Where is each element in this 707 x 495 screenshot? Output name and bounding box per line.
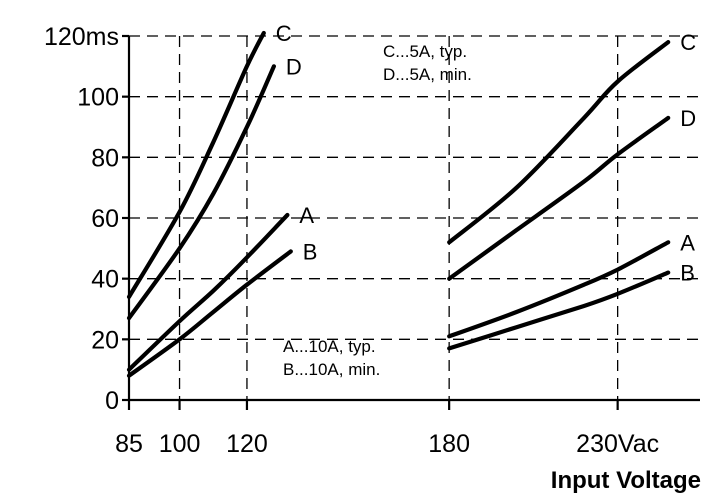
series-b-line-1 bbox=[126, 249, 293, 378]
series-d-line-2 bbox=[447, 115, 671, 281]
legend-note-d: D...5A, min. bbox=[383, 65, 472, 84]
series-a-label-1: A bbox=[299, 203, 314, 228]
series-c-line-1 bbox=[126, 30, 266, 299]
y-tick-label-80: 80 bbox=[91, 144, 119, 172]
y-tick-label-120: 120ms bbox=[44, 23, 119, 51]
series-c-label-1: C bbox=[276, 21, 292, 46]
legend-note-b: B...10A, min. bbox=[283, 360, 380, 379]
x-axis-label: Input Voltage bbox=[551, 467, 701, 494]
series-d-label-2: D bbox=[680, 106, 696, 131]
series-d-label-1: D bbox=[286, 54, 302, 79]
y-tick-label-100: 100 bbox=[77, 84, 119, 112]
legend-note-c: C...5A, typ. bbox=[383, 42, 467, 61]
y-tick-label-0: 0 bbox=[105, 387, 119, 415]
series-a-line-2 bbox=[447, 240, 671, 339]
series-b-label-1: B bbox=[303, 239, 318, 264]
series-c-label-2: C bbox=[680, 30, 696, 55]
x-tick-label-230: 230Vac bbox=[576, 430, 659, 458]
series-b-label-2: B bbox=[680, 261, 695, 286]
series-b-line-2 bbox=[447, 270, 671, 351]
series-d-line-1 bbox=[126, 64, 276, 321]
x-tick-label-120: 120 bbox=[226, 430, 268, 458]
series-c-line-2 bbox=[447, 40, 671, 245]
y-tick-label-40: 40 bbox=[91, 266, 119, 294]
y-tick-label-60: 60 bbox=[91, 205, 119, 233]
x-tick-label-180: 180 bbox=[428, 430, 470, 458]
x-tick-label-85: 85 bbox=[115, 430, 143, 458]
legend-note-a: A...10A, typ. bbox=[283, 337, 376, 356]
axes bbox=[122, 34, 700, 410]
x-tick-label-100: 100 bbox=[159, 430, 201, 458]
tick-labels: 0 20 40 60 80 100 120ms 85 100 120 180 230Vac bbox=[44, 23, 659, 458]
series-a-label-2: A bbox=[680, 230, 695, 255]
series-lines bbox=[126, 30, 671, 378]
grid-lines bbox=[129, 35, 700, 400]
y-tick-label-20: 20 bbox=[91, 326, 119, 354]
series-a-line-1 bbox=[126, 212, 290, 372]
